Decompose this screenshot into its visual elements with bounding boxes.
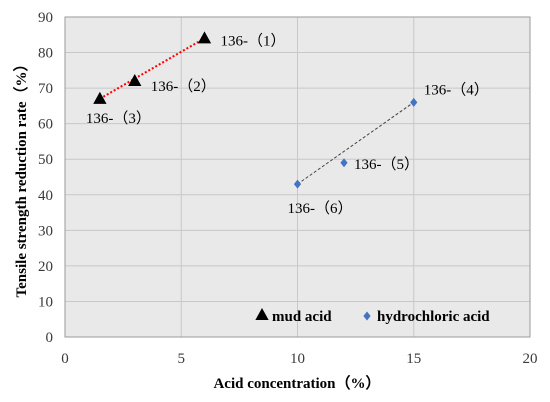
legend-marker-hydrochloric-acid [363,311,371,321]
y-tick-label-80: 80 [38,46,53,62]
point-mud-acid-1 [197,31,212,44]
y-tick-label-0: 0 [46,330,54,346]
x-tick-label-0: 0 [61,351,69,367]
point-label-hydrochloric-acid-1: 136-（4） [424,81,489,98]
x-tick-label-10: 10 [290,351,305,367]
point-label-mud-acid-3: 136-（3） [86,110,151,127]
point-label-hydrochloric-acid-2: 136-（5） [354,156,419,173]
legend-label-hydrochloric-acid: hydrochloric acid [377,309,490,325]
plot-border [64,16,531,338]
trend-line-hydrochloric-acid [297,101,415,185]
y-tick-label-50: 50 [38,152,53,168]
legend-label-mud-acid: mud acid [272,309,332,325]
point-label-hydrochloric-acid-3: 136-（6） [288,200,353,217]
y-tick-label-70: 70 [38,81,53,97]
trend-line-mud-acid [99,37,206,100]
point-hydrochloric-acid-1 [410,97,418,107]
point-hydrochloric-acid-2 [340,158,348,168]
point-mud-acid-2 [128,74,142,87]
point-label-mud-acid-2: 136-（2） [151,78,216,95]
point-mud-acid-3 [93,91,107,104]
y-tick-label-10: 10 [38,294,53,310]
y-axis-title: Tensile strength reduction rate（%） [12,57,30,298]
y-axis-ticks: 0 10 20 30 40 50 60 70 80 90 [38,10,53,346]
y-tick-label-90: 90 [38,10,53,26]
y-tick-label-20: 20 [38,259,53,275]
x-axis-ticks: 0 5 10 15 20 [61,351,537,367]
x-tick-label-5: 5 [178,351,186,367]
point-label-mud-acid-1: 136-（1） [221,32,286,49]
x-tick-label-20: 20 [523,351,538,367]
y-tick-label-60: 60 [38,117,53,133]
x-axis-title: Acid concentration（%） [213,374,380,392]
data-points [93,31,418,189]
legend-marker-mud-acid [255,308,269,321]
legend: mud acid hydrochloric acid [255,308,490,325]
y-tick-label-40: 40 [38,188,53,204]
x-tick-label-15: 15 [406,351,421,367]
trend-lines [99,37,415,185]
gridlines [65,17,530,337]
point-hydrochloric-acid-3 [293,179,302,189]
point-labels: 136-（1） 136-（2）136-（3） 136-（4） 136-（5） 136-（… [86,32,489,217]
y-tick-label-30: 30 [38,223,53,239]
